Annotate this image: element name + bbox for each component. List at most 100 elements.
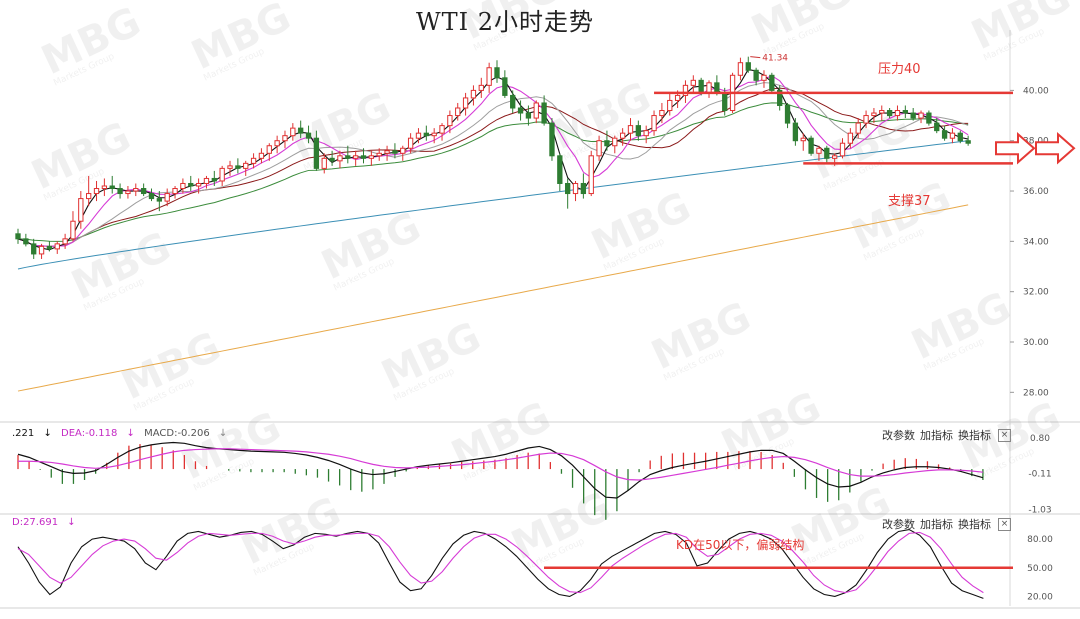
candle-body — [392, 150, 398, 154]
candle-body — [70, 220, 76, 240]
candle-body — [871, 112, 877, 117]
candle-body — [918, 112, 924, 119]
candle-body — [368, 155, 375, 159]
candle-body — [31, 243, 37, 255]
candle-body — [651, 115, 657, 132]
candle-body — [588, 155, 594, 195]
candle-body — [659, 110, 665, 117]
candle-body — [423, 132, 429, 137]
candle-body — [572, 182, 579, 195]
candle-body — [384, 150, 390, 154]
candle-body — [125, 190, 131, 195]
candle-body — [38, 245, 45, 255]
y-tick-label: 32.00 — [1023, 288, 1049, 298]
candle-body — [792, 122, 799, 142]
candle-body — [549, 122, 555, 157]
macd-switch-indicator-button[interactable]: 换指标 — [958, 429, 991, 442]
candle-body — [78, 198, 84, 222]
candle-body — [46, 245, 53, 250]
candle-body — [486, 67, 492, 86]
candle-body — [800, 137, 806, 142]
candle-body — [415, 132, 422, 139]
kd-y-tick-label: 50.00 — [1027, 564, 1053, 574]
candle-body — [23, 238, 29, 245]
candle-body — [360, 155, 367, 159]
arrow-down-icon: ↓ — [126, 428, 135, 439]
candle-body — [894, 110, 901, 117]
macd-close-icon[interactable]: × — [998, 429, 1011, 442]
candle-body — [879, 110, 885, 114]
candle-body — [62, 238, 68, 245]
candle-body — [698, 79, 704, 94]
candle-body — [847, 132, 854, 144]
candle-body — [714, 82, 720, 94]
ma30-line — [17, 87, 969, 247]
y-tick-label: 40.00 — [1023, 86, 1049, 96]
candle-body — [667, 99, 673, 112]
candle-body — [612, 137, 618, 147]
right-arrow-icon — [995, 132, 1036, 165]
candle-body — [926, 112, 932, 124]
y-tick-label: 28.00 — [1023, 388, 1049, 398]
kd-change-params-button[interactable]: 改参数 — [882, 518, 915, 531]
candle-body — [941, 130, 948, 139]
macd-y-tick-label: 0.80 — [1030, 434, 1050, 444]
macd-change-params-button[interactable]: 改参数 — [882, 429, 915, 442]
high-marker-arrow — [750, 56, 761, 59]
candle-body — [824, 147, 830, 159]
candle-body — [258, 152, 265, 159]
candle-body — [243, 162, 249, 169]
kd-annotation-label: KD在50以下，偏弱结构 — [676, 537, 804, 552]
candle-body — [188, 182, 194, 187]
macd-add-indicator-button[interactable]: 加指标 — [920, 429, 953, 442]
candle-body — [352, 155, 359, 159]
candle-body — [831, 155, 838, 159]
candle-body — [109, 185, 115, 190]
support-label: 支撑37 — [888, 194, 931, 209]
candle-body — [219, 167, 225, 182]
arrow-down-icon: ↓ — [43, 428, 52, 439]
arrow-down-icon: ↓ — [218, 428, 228, 439]
kd-y-tick-label: 20.00 — [1027, 592, 1053, 602]
candle-body — [329, 157, 335, 162]
kd-switch-indicator-button[interactable]: 换指标 — [958, 518, 991, 531]
kd-close-icon[interactable]: × — [998, 518, 1011, 531]
kd-add-indicator-button[interactable]: 加指标 — [920, 518, 953, 531]
candle-body — [934, 122, 940, 132]
candle-body — [15, 233, 21, 240]
candle-body — [517, 107, 524, 114]
candle-body — [180, 182, 186, 190]
candle-body — [643, 130, 649, 137]
kd-d-line — [17, 531, 984, 594]
candle-body — [172, 188, 178, 195]
macd-dif-value: .221 — [12, 428, 35, 439]
candle-body — [117, 188, 123, 195]
candle-body — [195, 182, 202, 187]
macd-header: .221 ↓ DEA:-0.118 ↓ MACD:-0.206 ↓ — [12, 428, 233, 439]
candle-body — [290, 127, 296, 137]
candle-body — [863, 115, 869, 124]
candle-body — [737, 62, 744, 76]
candle-body — [957, 132, 963, 142]
candle-body — [133, 188, 139, 192]
right-arrow-icon — [1035, 132, 1076, 165]
candle-body — [635, 125, 642, 137]
candle-body — [619, 132, 626, 139]
macd-macd-value: MACD:-0.206 — [144, 428, 210, 439]
kd-k-line — [17, 528, 984, 599]
candle-body — [321, 157, 327, 169]
candle-body — [886, 110, 893, 117]
candle-body — [910, 112, 916, 119]
candle-body — [376, 152, 382, 157]
kd-y-tick-label: 80.00 — [1027, 535, 1053, 545]
y-tick-label: 34.00 — [1023, 237, 1049, 247]
high-price-label: 41.34 — [762, 54, 788, 64]
candle-body — [682, 84, 689, 96]
